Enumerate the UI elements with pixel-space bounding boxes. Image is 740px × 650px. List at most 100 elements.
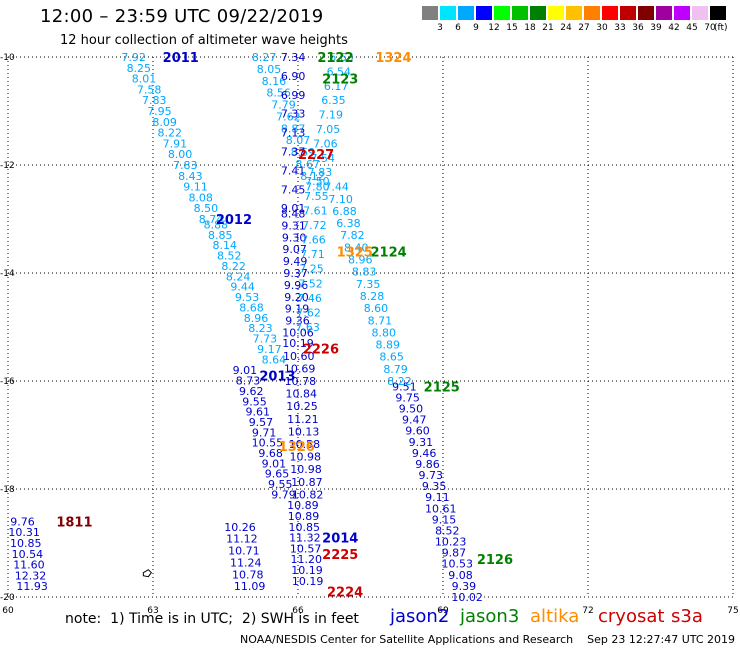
swh-value: 8.25 xyxy=(127,62,152,75)
legend-label: 24 xyxy=(560,23,572,33)
swh-value: 7.37 xyxy=(281,146,306,159)
pass-label: 1811 xyxy=(56,515,92,530)
swh-value: 9.76 xyxy=(10,515,35,528)
swh-value: 8.52 xyxy=(217,250,242,263)
swh-value: 10.78 xyxy=(285,375,317,388)
swh-value: 9.19 xyxy=(285,303,310,316)
swh-value: 9.46 xyxy=(412,447,437,460)
swh-value: 10.19 xyxy=(282,337,314,350)
swh-value: 8.52 xyxy=(435,524,460,537)
swh-value: 9.11 xyxy=(425,491,450,504)
swh-value: 8.64 xyxy=(262,353,287,366)
legend-swatch xyxy=(512,6,528,20)
legend-swatch xyxy=(620,6,636,20)
swh-value: 8.22 xyxy=(158,127,183,140)
swh-value: 10.61 xyxy=(425,502,457,515)
pass-label: 1326 xyxy=(279,440,315,455)
swh-value: 10.55 xyxy=(252,437,284,450)
legend-label: 45 xyxy=(686,23,698,33)
swh-value: 9.31 xyxy=(281,219,306,232)
swh-value: 11.09 xyxy=(234,580,266,593)
swh-value: 11.12 xyxy=(226,533,258,546)
swh-value: 11.20 xyxy=(291,553,323,566)
swh-value: 7.79 xyxy=(271,99,296,112)
pass-label: 2123 xyxy=(322,73,358,88)
swh-value: 8.22 xyxy=(221,260,246,273)
swh-value: 8.28 xyxy=(360,290,385,303)
swh-value: 7.35 xyxy=(356,278,381,291)
legend-swatch xyxy=(656,6,672,20)
swh-value: 9.47 xyxy=(402,414,427,427)
swh-value: 7.45 xyxy=(281,183,306,196)
swh-value: 9.57 xyxy=(249,416,274,429)
swh-value: 8.96 xyxy=(244,312,269,325)
swh-value: 9.30 xyxy=(282,231,307,244)
legend-label: 70 xyxy=(704,23,716,33)
swh-value: 6.88 xyxy=(332,205,357,218)
swh-value: 9.68 xyxy=(258,447,283,460)
swh-value: 7.71 xyxy=(300,248,325,261)
swh-value: 7.61 xyxy=(303,204,328,217)
legend-swatch xyxy=(566,6,582,20)
pass-label: 1324 xyxy=(375,51,411,66)
swh-value: 8.00 xyxy=(168,148,193,161)
y-tick-label: -18 xyxy=(0,485,15,495)
swh-value: 7.50 xyxy=(305,175,330,188)
satellite-altika: altika xyxy=(530,606,580,627)
swh-value: 6.90 xyxy=(281,70,306,83)
legend-swatch xyxy=(458,6,474,20)
satellite-jason3: jason3 xyxy=(460,606,520,627)
swh-value: 9.01 xyxy=(281,202,306,215)
legend-label: 3 xyxy=(437,23,443,33)
swh-value: 10.69 xyxy=(284,362,316,375)
swh-value: 9.37 xyxy=(283,267,308,280)
swh-value: 9.60 xyxy=(405,425,430,438)
swh-value: 9.51 xyxy=(392,380,417,393)
legend-label: 39 xyxy=(650,23,662,33)
swh-value: 7.72 xyxy=(302,219,327,232)
swh-value: 10.85 xyxy=(288,521,320,534)
swh-value: 9.71 xyxy=(252,426,277,439)
legend-label: 42 xyxy=(668,23,680,33)
swh-value: 7.54 xyxy=(310,152,335,165)
y-tick-label: -12 xyxy=(0,161,15,171)
swh-value: 7.46 xyxy=(297,292,322,305)
swh-value: 8.60 xyxy=(364,302,389,315)
swh-value: 10.89 xyxy=(287,499,319,512)
swh-value: 8.12 xyxy=(300,170,325,183)
x-tick-label: 63 xyxy=(147,606,158,616)
legend-label: 12 xyxy=(488,23,500,33)
swh-value: 9.55 xyxy=(242,395,267,408)
swh-value: 9.36 xyxy=(285,315,310,328)
legend-swatch xyxy=(422,6,438,20)
swh-value: 7.83 xyxy=(308,166,333,179)
swh-value: 10.25 xyxy=(286,400,318,413)
swh-value: 9.39 xyxy=(452,580,477,593)
swh-value: 12.32 xyxy=(15,569,47,582)
swh-value: 8.74 xyxy=(199,213,224,226)
legend-swatch xyxy=(584,6,600,20)
swh-value: 6.35 xyxy=(321,94,346,107)
swh-value: 8.67 xyxy=(295,158,320,171)
swh-value: 7.91 xyxy=(163,137,188,150)
island-shape xyxy=(142,569,152,578)
swh-value: 9.11 xyxy=(183,181,208,194)
swh-value: 7.92 xyxy=(121,51,146,64)
swh-value: 9.53 xyxy=(235,291,260,304)
swh-value: 6.17 xyxy=(324,80,349,93)
legend-label: 27 xyxy=(578,23,590,33)
swh-value: 8.23 xyxy=(248,322,273,335)
swh-value: 10.19 xyxy=(292,575,324,588)
satellite-s3a: s3a xyxy=(671,606,703,627)
swh-value: 7.83 xyxy=(173,159,198,172)
swh-value: 9.79 xyxy=(271,488,296,501)
swh-value: 8.96 xyxy=(348,254,373,267)
swh-value: 9.96 xyxy=(284,279,309,292)
swh-value: 8.65 xyxy=(379,351,404,364)
swh-value: 10.13 xyxy=(288,425,320,438)
legend-label: 9 xyxy=(473,23,479,33)
pass-label: 2125 xyxy=(424,380,460,395)
swh-value: 10.31 xyxy=(8,526,40,539)
x-tick-label: 60 xyxy=(2,606,14,616)
swh-value: 9.07 xyxy=(282,243,307,256)
